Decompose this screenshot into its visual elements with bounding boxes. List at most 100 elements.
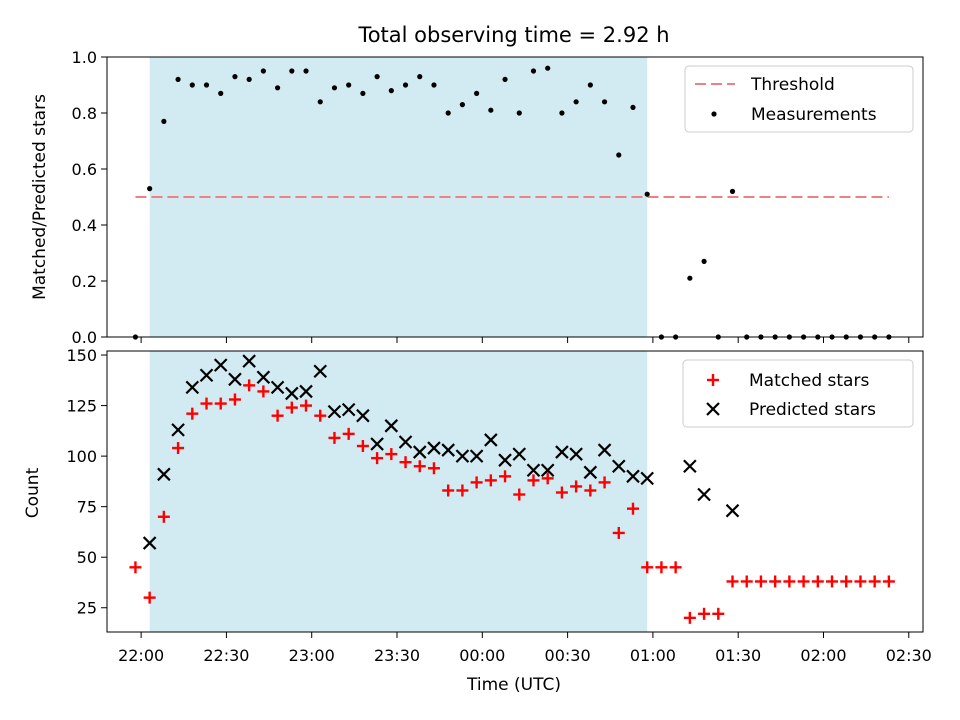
matched-star-point	[214, 397, 227, 410]
predicted-star-point	[299, 384, 313, 399]
measurement-point	[445, 110, 451, 116]
predicted-star-x-b	[569, 447, 583, 461]
matched-star-point	[740, 575, 753, 588]
predicted-star-x-b	[242, 354, 256, 368]
measurement-point	[417, 74, 423, 80]
bottom-x-tick-label: 22:00	[118, 646, 164, 665]
measurement-point	[573, 99, 579, 105]
predicted-star-point	[213, 358, 228, 372]
top-legend-box	[684, 65, 914, 133]
predicted-star-point	[270, 380, 285, 395]
measurement-point	[545, 65, 551, 71]
top-y-tick-label: 0.4	[72, 216, 97, 235]
matched-star-point	[285, 401, 298, 414]
bottom-x-tick-label: 22:30	[203, 646, 249, 665]
measurement-point	[317, 99, 323, 105]
bottom-y-tick-label: 75	[77, 498, 97, 517]
measurement-point	[587, 82, 593, 88]
predicted-star-point	[498, 453, 512, 467]
measurement-point	[374, 74, 380, 80]
predicted-star-point	[285, 386, 299, 401]
measurement-point	[360, 90, 366, 96]
predicted-star-point	[512, 447, 527, 461]
matched-star-point	[385, 448, 398, 461]
matched-stars-legend-label: Matched stars	[749, 371, 869, 391]
predicted-star-x-b	[171, 423, 185, 437]
measurement-point	[331, 85, 338, 91]
matched-star-point	[143, 591, 156, 604]
predicted-star-x-b	[597, 443, 612, 457]
predicted-star-x-b	[469, 449, 484, 463]
predicted-star-x-b	[626, 469, 640, 484]
matched-star-point	[484, 474, 497, 487]
predicted-star-point	[597, 443, 612, 457]
matched-star-point	[698, 607, 711, 620]
predicted-star-x-b	[583, 465, 598, 480]
matched-star-point	[541, 472, 554, 485]
matched-star-point	[371, 452, 384, 465]
predicted-star-x-b	[512, 447, 527, 461]
predicted-star-point	[683, 459, 697, 474]
predicted-star-point	[427, 441, 441, 455]
measurement-point	[687, 275, 693, 281]
matched-stars-points	[129, 379, 895, 624]
measurement-point	[431, 82, 437, 88]
measurement-point	[274, 85, 281, 91]
predicted-star-x-b	[640, 471, 654, 486]
bottom-panel: 25 50 75 100 125 150 22:00 22:30 23:00 23:30 00:0…	[23, 346, 932, 695]
matched-star-point	[726, 575, 739, 588]
predicted-star-point	[398, 435, 413, 449]
matched-star-point	[797, 575, 810, 588]
bottom-legend-box	[682, 359, 914, 428]
predicted-star-point	[412, 445, 427, 459]
predicted-star-point	[242, 354, 256, 368]
predicted-star-point	[341, 402, 356, 417]
predicted-star-x-b	[455, 449, 470, 463]
bottom-x-tick-label: 00:30	[545, 646, 591, 665]
matched-star-point	[570, 480, 583, 493]
measurement-point	[260, 68, 266, 74]
matched-star-point	[712, 607, 725, 620]
measurements-legend-swatch	[711, 111, 717, 117]
measurement-point	[530, 68, 537, 74]
measurement-point	[175, 76, 181, 82]
figure-title: Total observing time = 2.92 h	[357, 23, 669, 47]
measurement-point	[232, 74, 238, 80]
predicted-star-point	[555, 445, 569, 459]
top-y-tick-label: 0.0	[72, 328, 97, 347]
top-y-tick-label: 0.8	[72, 104, 97, 123]
bottom-y-ticks: 25 50 75 100 125 150	[66, 346, 107, 618]
top-y-axis-label: Matched/Predicted stars	[30, 94, 50, 300]
measurement-point	[601, 99, 608, 105]
predicted-star-x-b	[213, 358, 228, 372]
predicted-star-x-b	[142, 536, 157, 550]
bottom-y-tick-label: 25	[77, 599, 97, 618]
predicted-star-x-b	[540, 463, 555, 478]
predicted-star-point	[199, 368, 214, 383]
top-panel: 0.0 0.2 0.4 0.6 0.8 1.0 Matched/Predicted sta…	[30, 48, 924, 347]
top-legend: Threshold Measurements	[684, 65, 914, 133]
predicted-star-point	[370, 437, 384, 451]
predicted-star-x-b	[526, 463, 541, 478]
bottom-y-tick-label: 100	[66, 447, 97, 466]
predicted-stars-legend-label: Predicted stars	[749, 400, 876, 420]
matched-star-point	[840, 575, 853, 588]
bottom-y-axis-label: Count	[23, 467, 43, 518]
measurement-point	[516, 110, 522, 116]
top-x-ticks	[140, 337, 910, 343]
matched-star-point	[783, 575, 796, 588]
predicted-star-point	[185, 380, 200, 395]
predicted-star-x-b	[341, 402, 356, 417]
predicted-star-point	[626, 469, 640, 484]
measurement-point	[488, 107, 494, 113]
predicted-star-point	[228, 372, 242, 387]
matched-star-point	[328, 431, 341, 444]
predicted-star-x-b	[555, 445, 569, 459]
matched-star-point	[612, 526, 625, 539]
predicted-star-x-b	[441, 443, 455, 457]
bottom-legend: Matched stars Predicted stars	[682, 359, 914, 428]
predicted-star-point	[583, 465, 598, 480]
matched-star-point	[754, 575, 767, 588]
bottom-y-tick-label: 150	[66, 346, 97, 365]
matched-star-point	[527, 474, 540, 487]
